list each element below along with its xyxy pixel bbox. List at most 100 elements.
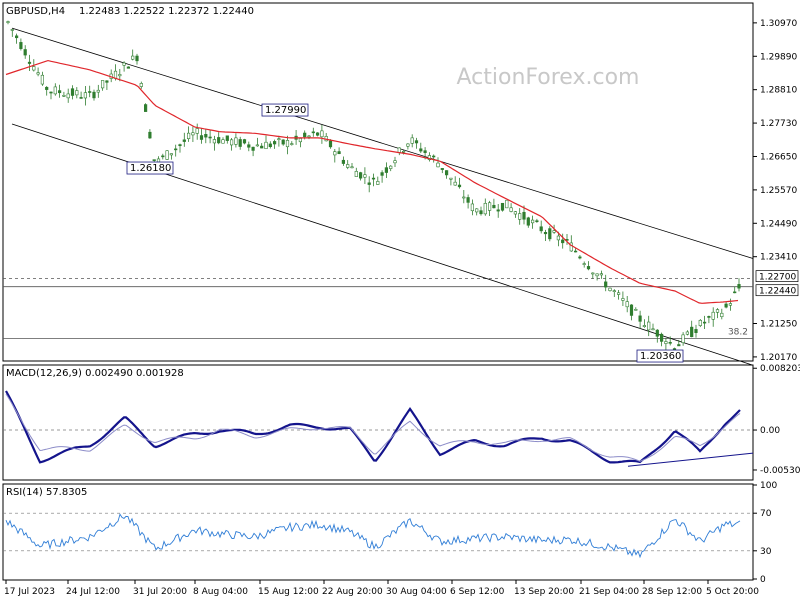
- candle-body: [647, 321, 651, 331]
- candle-body: [36, 72, 40, 75]
- candle-body: [156, 158, 161, 163]
- candle-body: [655, 329, 659, 337]
- candle-body: [126, 66, 130, 69]
- price-y-tick-label: 1.20170: [760, 353, 797, 363]
- candle-body: [389, 165, 393, 169]
- channel-upper-line: [11, 27, 754, 259]
- price-y-tick-label: 1.30970: [760, 19, 797, 29]
- price-y-tick-label: 1.28810: [760, 86, 797, 96]
- current-price-text: 1.22440: [759, 287, 796, 297]
- candle-body: [195, 128, 199, 134]
- candle-body: [561, 239, 565, 244]
- annotation-text: 1.27990: [265, 105, 306, 116]
- candle-body: [535, 220, 539, 222]
- candle-body: [397, 147, 401, 153]
- current-price-box: [755, 284, 799, 297]
- channel-lower-line: [11, 123, 754, 366]
- rsi-y-tick-label: 30: [760, 547, 772, 557]
- candle-body: [105, 80, 109, 83]
- candle-body: [470, 203, 475, 212]
- macd-y-tick-label: -0.005303: [760, 466, 800, 476]
- candle-body: [45, 86, 49, 90]
- candle-body: [79, 97, 83, 99]
- candle-body: [432, 155, 436, 158]
- candle-body: [586, 266, 591, 270]
- annotation-text: 1.20360: [640, 351, 681, 362]
- annotation-box: [261, 103, 309, 117]
- candle-body: [96, 89, 100, 93]
- candle-body: [131, 55, 135, 60]
- price-header-symbol: GBPUSD,H4: [6, 6, 65, 17]
- candle-body: [281, 139, 285, 145]
- candle-body: [513, 211, 517, 215]
- candle-body: [174, 148, 178, 151]
- candle-body: [518, 213, 522, 220]
- candle-body: [702, 321, 707, 324]
- candle-body: [144, 104, 148, 112]
- candle-body: [66, 93, 70, 99]
- candle-body: [466, 197, 470, 203]
- candle-body: [595, 273, 599, 277]
- time-tick-label: 13 Sep 20:00: [514, 587, 574, 597]
- candle-body: [724, 303, 728, 308]
- current-price-label: 1.22440: [755, 284, 799, 297]
- candle-body: [500, 202, 505, 211]
- candle-body: [148, 131, 152, 139]
- candle-body: [638, 315, 642, 322]
- candle-body: [27, 61, 32, 64]
- candle-body: [204, 134, 208, 138]
- candle-body: [191, 132, 195, 136]
- candle-body: [530, 219, 535, 224]
- candle-body: [264, 141, 268, 150]
- candle-body: [728, 303, 732, 306]
- candle-body: [57, 90, 62, 94]
- annotation-box: [636, 349, 684, 363]
- current-price-box: [755, 270, 799, 283]
- ema-line: [5, 59, 739, 304]
- candle-body: [337, 151, 341, 155]
- annotation-box: [126, 161, 174, 175]
- candle-body: [401, 150, 406, 153]
- candle-body: [384, 167, 389, 173]
- candle-body: [711, 311, 715, 320]
- candle-body: [277, 138, 281, 140]
- candle-body: [367, 182, 371, 185]
- candle-body: [539, 226, 543, 232]
- candle-body: [509, 207, 513, 212]
- price-header-ohlc: 1.22483 1.22522 1.22372 1.22440: [79, 6, 254, 17]
- candle-body: [552, 230, 556, 233]
- price-y-tick-label: 1.24490: [760, 219, 797, 229]
- candle-body: [419, 148, 423, 152]
- candle-body: [122, 62, 126, 66]
- candle-body: [354, 171, 358, 177]
- candle-body: [642, 325, 646, 328]
- candle-body: [290, 143, 294, 145]
- candle-body: [268, 143, 272, 147]
- candle-body: [40, 74, 44, 85]
- candle-body: [199, 135, 204, 140]
- candle-body: [496, 209, 500, 212]
- candle-body: [135, 55, 139, 62]
- time-tick-label: 15 Aug 12:00: [258, 587, 319, 597]
- axis-layer: 1.30970 1.29890 1.28810 1.27730 1.26650 1.255…: [4, 19, 800, 597]
- candle-body: [6, 21, 10, 23]
- price-y-tick-label: 1.29890: [760, 52, 797, 62]
- rsi-y-tick-label: 70: [760, 509, 772, 519]
- candle-body: [298, 138, 303, 143]
- time-tick-label: 8 Aug 04:00: [193, 587, 248, 597]
- candles-group: [6, 20, 741, 352]
- candle-body: [161, 155, 165, 158]
- time-tick-label: 6 Sep 12:00: [450, 587, 505, 597]
- time-tick-label: 30 Aug 04:00: [386, 587, 447, 597]
- fib-level-label: 38.2: [728, 327, 748, 337]
- candle-body: [604, 281, 608, 288]
- time-tick-label: 24 Jul 12:00: [66, 587, 120, 597]
- macd-y-tick-label: 0.008203: [760, 364, 800, 374]
- time-tick-label: 17 Jul 2023: [4, 587, 55, 597]
- annotation-text: 1.26180: [130, 163, 171, 174]
- macd-y-tick-label: 0.00: [760, 426, 780, 436]
- candle-body: [453, 181, 457, 186]
- candle-body: [690, 326, 694, 338]
- candle-body: [685, 331, 689, 335]
- price-annotation: 1.20360: [636, 349, 684, 363]
